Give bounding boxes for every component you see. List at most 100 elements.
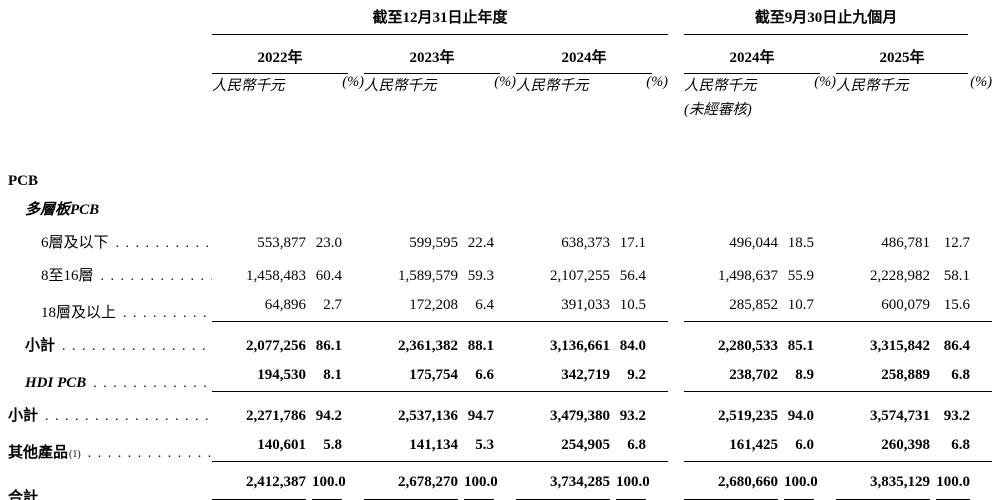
dot-leader: . . . . . . . . . . . . . . . . . . . . … <box>123 306 212 321</box>
cell-value: 1,458,483 <box>246 268 306 284</box>
period-header-row: 截至12月31日止年度 截至9月30日止九個月 <box>0 0 992 35</box>
row-6-layers-and-below: 6層及以下 . . . . . . . . . . . . . . . . . .… <box>0 219 992 252</box>
cell-percent: 2.7 <box>312 297 364 322</box>
cell-percent: 94.0 <box>787 408 815 424</box>
cell-percent: 94.7 <box>467 408 494 424</box>
row-subtotal-multilayer: 小計 . . . . . . . . . . . . . . . . . . . … <box>0 322 992 355</box>
spacer-row <box>0 119 992 165</box>
cell-value: 600,079 <box>836 297 937 322</box>
cell-percent: 94.2 <box>315 408 342 424</box>
cell-percent: 100.0 <box>616 474 650 490</box>
cell-percent: 86.1 <box>315 338 342 354</box>
cell-value: 172,208 <box>364 297 464 322</box>
cell-value: 2,361,382 <box>398 338 458 354</box>
dot-leader: . . . . . . . . . . . . . . . . . . . . … <box>45 409 212 424</box>
cell-value: 553,877 <box>257 235 306 251</box>
year-header-row: 2022年 2023年 2024年 2024年 2025年 <box>0 35 992 74</box>
cell-value: 285,852 <box>684 297 785 322</box>
nine-month-period-header: 截至9月30日止九個月 <box>684 0 992 35</box>
cell-value: 175,754 <box>364 367 464 392</box>
cell-value: 638,373 <box>561 235 610 251</box>
cell-percent: 8.1 <box>312 367 364 392</box>
row-label: 其他產品 <box>8 445 69 461</box>
cell-percent: 9.2 <box>616 367 669 392</box>
row-label: 小計 <box>25 338 56 354</box>
cell-value: 2,680,660 <box>718 474 779 490</box>
row-label: PCB <box>8 173 38 189</box>
row-8-to-16-layers: 8至16層 . . . . . . . . . . . . . . . . . .… <box>0 252 992 285</box>
dot-leader: . . . . . . . . . . . . . . . . . . . . … <box>100 269 212 284</box>
cell-value: 140,601 <box>212 437 312 462</box>
dot-leader: . . . . . . . . . . . . . . . . . . . . … <box>115 236 212 251</box>
cell-value: 2,107,255 <box>550 268 610 284</box>
cell-percent: 6.6 <box>464 367 516 392</box>
row-hdi-pcb: HDI PCB . . . . . . . . . . . . . . . . .… <box>0 355 992 392</box>
row-label: 18層及以上 <box>41 305 117 321</box>
cell-value: 254,905 <box>516 437 616 462</box>
cell-value: 1,589,579 <box>398 268 458 284</box>
cell-value: 3,315,842 <box>870 338 931 354</box>
section-gap <box>668 355 684 392</box>
cell-percent: 22.4 <box>467 235 494 251</box>
cell-value: 161,425 <box>684 437 785 462</box>
cell-percent: 8.9 <box>784 367 837 392</box>
cell-value: 3,835,129 <box>870 474 931 490</box>
percent-label-2025-9m: (%) <box>970 74 992 90</box>
section-gap <box>668 425 684 462</box>
cell-percent: 55.9 <box>787 268 815 284</box>
cell-value: 1,498,637 <box>718 268 779 284</box>
cell-percent: 12.7 <box>943 235 971 251</box>
cell-percent: 58.1 <box>943 268 971 284</box>
percent-label-2023: (%) <box>494 74 516 90</box>
row-18-layers-and-above: 18層及以上 . . . . . . . . . . . . . . . . . … <box>0 285 992 322</box>
percent-label-2024: (%) <box>646 74 669 90</box>
annual-period-label: 截至12月31日止年度 <box>212 0 669 35</box>
row-label: 6層及以下 <box>41 235 109 251</box>
percent-label-2024-9m: (%) <box>814 74 837 90</box>
cell-value: 3,574,731 <box>870 408 931 424</box>
cell-percent: 6.8 <box>936 437 992 462</box>
row-subtotal-pcb: 小計 . . . . . . . . . . . . . . . . . . . … <box>0 392 992 425</box>
cell-percent: 15.6 <box>936 297 992 322</box>
section-gap <box>668 285 684 322</box>
year-header-2025-9m: 2025年 <box>836 35 992 74</box>
cell-value: 141,134 <box>364 437 464 462</box>
row-other-products: 其他產品(1). . . . . . . . . . . . . . . . .… <box>0 425 992 462</box>
cell-percent: 85.1 <box>787 338 815 354</box>
row-label: 小計 <box>8 408 39 424</box>
cell-percent: 86.4 <box>943 338 971 354</box>
section-gap <box>668 74 684 119</box>
cell-percent: 56.4 <box>619 268 647 284</box>
dot-leader: . . . . . . . . . . . . . . . . . . . . … <box>93 376 212 391</box>
cell-value: 194,530 <box>212 367 312 392</box>
section-gap <box>668 462 684 500</box>
cell-percent: 10.7 <box>784 297 837 322</box>
cell-value: 2,519,235 <box>718 408 779 424</box>
year-header-2022: 2022年 <box>212 35 364 74</box>
section-gap <box>668 219 684 252</box>
section-gap <box>668 252 684 285</box>
cell-percent: 100.0 <box>312 474 346 490</box>
cell-value: 2,537,136 <box>398 408 458 424</box>
nine-month-period-label: 截至9月30日止九個月 <box>684 0 969 35</box>
cell-percent: 93.2 <box>619 408 647 424</box>
unit-header-row: 人民幣千元 (%) 人民幣千元 (%) 人民幣千元 (%) 人民幣千元 (未經審… <box>0 74 992 119</box>
cell-percent: 6.8 <box>616 437 669 462</box>
cell-percent: 100.0 <box>784 474 818 490</box>
cell-value: 3,136,661 <box>550 338 610 354</box>
cell-value: 486,781 <box>881 235 931 251</box>
cell-value: 258,889 <box>836 367 937 392</box>
cell-percent: 6.0 <box>784 437 837 462</box>
cell-value: 2,412,387 <box>246 474 306 490</box>
cell-value: 2,271,786 <box>246 408 306 424</box>
cell-percent: 18.5 <box>787 235 815 251</box>
cell-percent: 100.0 <box>464 474 498 490</box>
cell-value: 391,033 <box>516 297 616 322</box>
year-header-2024: 2024年 <box>516 35 668 74</box>
section-gap <box>668 322 684 355</box>
cell-percent: 17.1 <box>619 235 647 251</box>
cell-value: 2,077,256 <box>246 338 306 354</box>
cell-percent: 84.0 <box>619 338 647 354</box>
